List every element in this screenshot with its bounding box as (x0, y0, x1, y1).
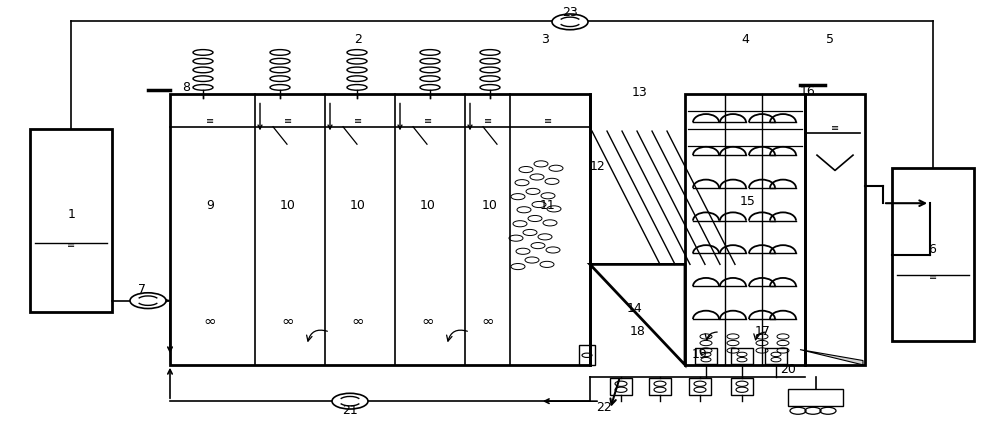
Text: 16: 16 (800, 85, 816, 98)
Text: 18: 18 (630, 325, 646, 338)
Text: ≡: ≡ (284, 117, 292, 126)
Text: 15: 15 (740, 194, 756, 208)
Bar (788, 389, 843, 406)
Text: 10: 10 (280, 199, 296, 212)
Text: 7: 7 (138, 283, 146, 296)
Bar (805, 94, 865, 365)
Text: 8: 8 (182, 81, 190, 94)
Text: 10: 10 (420, 199, 436, 212)
Text: 10: 10 (482, 199, 498, 212)
Text: 19: 19 (692, 348, 708, 361)
Text: ∞: ∞ (482, 314, 494, 329)
Text: ∞: ∞ (422, 314, 434, 329)
Bar (695, 348, 717, 364)
Text: 10: 10 (350, 199, 366, 212)
Text: 5: 5 (826, 33, 834, 46)
Bar (685, 94, 805, 365)
Circle shape (130, 293, 166, 309)
Text: 1: 1 (68, 208, 76, 221)
Text: 4: 4 (741, 33, 749, 46)
Bar (170, 94, 590, 365)
Text: 12: 12 (590, 160, 606, 173)
Bar (731, 378, 753, 395)
Text: ≡: ≡ (206, 117, 214, 126)
Text: ≡: ≡ (484, 117, 492, 126)
Text: 9: 9 (206, 199, 214, 212)
Text: ≡: ≡ (831, 123, 839, 133)
Text: 23: 23 (562, 6, 578, 19)
Text: ∞: ∞ (282, 314, 294, 329)
Text: ≡: ≡ (929, 273, 937, 282)
Bar (765, 348, 787, 364)
Text: 22: 22 (596, 401, 612, 414)
Bar (579, 345, 595, 365)
Text: ≡: ≡ (424, 117, 432, 126)
Text: 14: 14 (627, 302, 643, 315)
Bar (30, 129, 112, 312)
Circle shape (332, 393, 368, 409)
Bar (649, 378, 671, 395)
Bar (731, 348, 753, 364)
Text: 13: 13 (632, 86, 648, 99)
Bar (610, 378, 632, 395)
Text: ≡: ≡ (67, 240, 75, 250)
Bar (689, 378, 711, 395)
Circle shape (552, 14, 588, 30)
Text: ∞: ∞ (352, 314, 364, 329)
Text: 6: 6 (928, 243, 936, 256)
Text: 17: 17 (755, 325, 771, 338)
Text: ≡: ≡ (544, 117, 552, 126)
Text: 21: 21 (342, 404, 358, 417)
Polygon shape (800, 350, 863, 365)
Text: ≡: ≡ (354, 117, 362, 126)
Text: 2: 2 (354, 33, 362, 46)
Text: ∞: ∞ (204, 314, 216, 329)
Text: 3: 3 (541, 33, 549, 46)
Bar (892, 168, 974, 341)
Text: 11: 11 (540, 199, 556, 212)
Text: 20: 20 (780, 363, 796, 376)
